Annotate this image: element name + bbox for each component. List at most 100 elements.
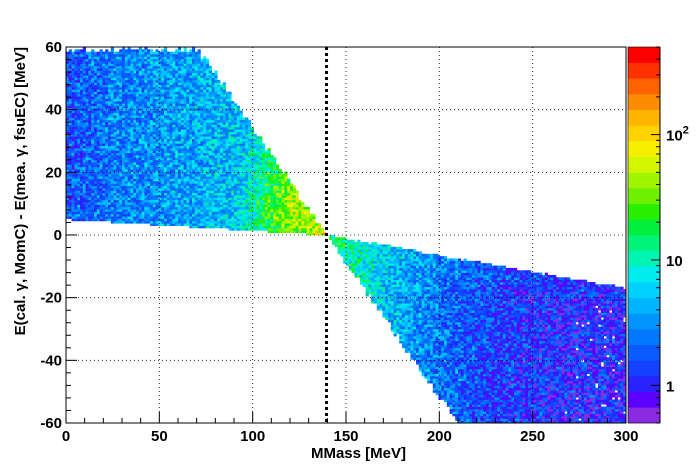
- heatmap-cell: [116, 70, 120, 74]
- heatmap-cell: [169, 162, 173, 165]
- heatmap-cell: [110, 117, 114, 121]
- heatmap-cell: [127, 143, 131, 147]
- heatmap-cell: [108, 211, 112, 215]
- heatmap-cell: [94, 202, 98, 205]
- heatmap-cell: [110, 150, 114, 154]
- heatmap-cell: [253, 152, 257, 156]
- heatmap-cell: [203, 152, 207, 156]
- heatmap-cell: [94, 183, 98, 186]
- heatmap-cell: [200, 89, 204, 92]
- heatmap-cell: [141, 68, 145, 71]
- heatmap-cell: [85, 145, 89, 149]
- heatmap-cell: [68, 185, 72, 189]
- heatmap-cell: [239, 115, 243, 118]
- heatmap-cell: [200, 211, 204, 215]
- heatmap-cell: [155, 138, 159, 142]
- heatmap-cell: [99, 162, 103, 165]
- heatmap-cell: [264, 180, 268, 184]
- heatmap-cell: [80, 199, 84, 203]
- heatmap-cell: [91, 63, 95, 67]
- heatmap-cell: [183, 56, 187, 60]
- heatmap-cell: [189, 145, 193, 149]
- heatmap-cell: [119, 72, 123, 76]
- heatmap-cell: [178, 173, 182, 177]
- heatmap-cell: [80, 143, 84, 147]
- heatmap-cell: [175, 155, 179, 158]
- heatmap-cell: [245, 129, 249, 132]
- heatmap-cell: [147, 211, 151, 215]
- heatmap-cell: [264, 190, 268, 194]
- heatmap-cell: [172, 213, 176, 217]
- heatmap-cell: [105, 178, 109, 182]
- heatmap-cell: [180, 213, 184, 217]
- heatmap-cell: [141, 143, 145, 147]
- heatmap-cell: [208, 197, 212, 201]
- heatmap-cell: [68, 86, 72, 90]
- heatmap-cell: [138, 136, 142, 139]
- heatmap-cell: [116, 77, 120, 81]
- heatmap-cell: [133, 61, 137, 64]
- heatmap-cell: [71, 82, 75, 85]
- heatmap-cell: [108, 150, 112, 154]
- heatmap-cell: [267, 166, 271, 170]
- heatmap-cell: [180, 124, 184, 128]
- heatmap-cell: [102, 176, 106, 179]
- heatmap-cell: [116, 206, 120, 210]
- heatmap-cell: [220, 101, 224, 104]
- heatmap-cell: [68, 101, 72, 104]
- heatmap-cell: [217, 199, 221, 203]
- heatmap-cell: [116, 209, 120, 212]
- heatmap-cell: [66, 61, 70, 64]
- heatmap-cell: [175, 141, 179, 144]
- heatmap-cell: [82, 56, 86, 60]
- heatmap-cell: [152, 213, 156, 217]
- heatmap-cell: [220, 223, 224, 226]
- heatmap-cell: [96, 58, 100, 62]
- heatmap-cell: [155, 131, 159, 135]
- heatmap-cell: [217, 133, 221, 137]
- heatmap-cell: [155, 216, 159, 219]
- heatmap-cell: [119, 70, 123, 74]
- heatmap-cell: [166, 103, 170, 107]
- heatmap-cell: [220, 96, 224, 100]
- heatmap-cell: [91, 171, 95, 175]
- heatmap-cell: [194, 63, 198, 67]
- heatmap-cell: [225, 220, 229, 224]
- heatmap-cell: [141, 162, 145, 165]
- heatmap-cell: [152, 133, 156, 137]
- heatmap-cell: [147, 195, 151, 198]
- heatmap-cell: [110, 166, 114, 170]
- heatmap-cell: [273, 166, 277, 170]
- heatmap-cell: [262, 169, 266, 172]
- heatmap-cell: [66, 86, 70, 90]
- heatmap-cell: [91, 79, 95, 83]
- heatmap-cell: [119, 115, 123, 118]
- heatmap-cell: [248, 211, 252, 215]
- heatmap-cell: [206, 108, 210, 111]
- heatmap-cell: [228, 188, 232, 191]
- heatmap-cell: [186, 75, 190, 78]
- heatmap-cell: [122, 178, 126, 182]
- heatmap-cell: [68, 117, 72, 121]
- heatmap-cell: [236, 209, 240, 212]
- heatmap-cell: [236, 133, 240, 137]
- heatmap-cell: [96, 199, 100, 203]
- heatmap-cell: [152, 79, 156, 83]
- heatmap-cell: [264, 188, 268, 191]
- heatmap-cell: [74, 72, 78, 76]
- heatmap-cell: [138, 98, 142, 102]
- heatmap-cell: [122, 148, 126, 151]
- heatmap-cell: [197, 220, 201, 224]
- heatmap-cell: [80, 122, 84, 125]
- heatmap-cell: [161, 166, 165, 170]
- heatmap-cell: [88, 75, 92, 78]
- heatmap-cell: [110, 86, 114, 90]
- heatmap-cell: [66, 164, 70, 168]
- heatmap-cell: [186, 54, 190, 57]
- heatmap-cell: [206, 216, 210, 219]
- heatmap-cell: [217, 141, 221, 144]
- heatmap-cell: [147, 96, 151, 100]
- heatmap-cell: [144, 204, 148, 208]
- heatmap-cell: [166, 148, 170, 151]
- heatmap-cell: [178, 171, 182, 175]
